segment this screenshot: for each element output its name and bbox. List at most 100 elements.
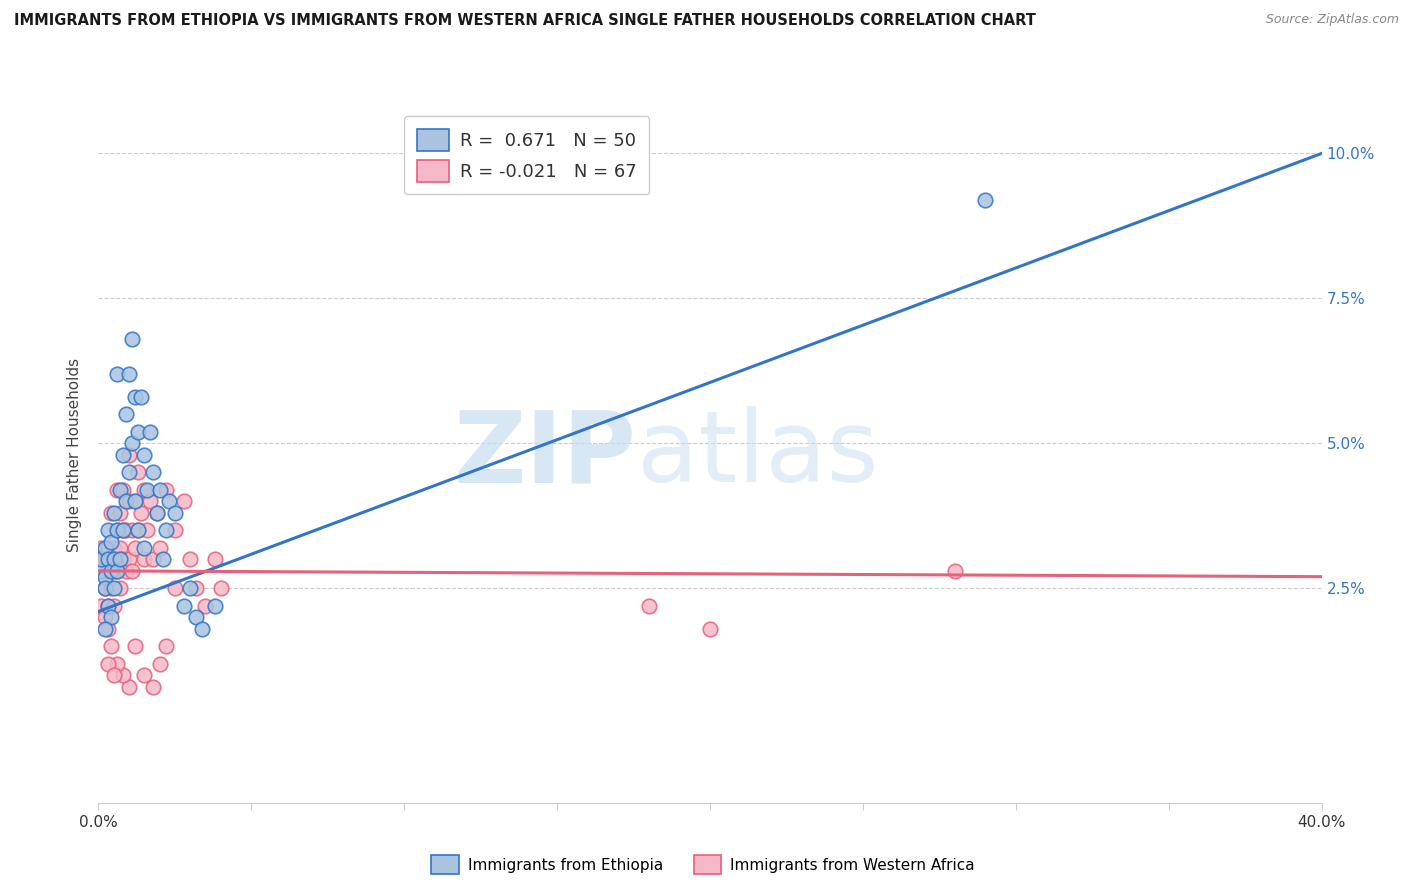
Point [149,483,172,497]
Point [121,436,143,450]
Point [105,564,128,578]
Point [118,466,141,480]
Point [115,523,138,537]
Point [111,523,134,537]
Point [209,582,232,596]
Point [105,523,128,537]
Point [93,622,115,636]
Point [105,564,128,578]
Y-axis label: Single Father Households: Single Father Households [67,358,83,552]
Point [974,193,997,207]
Point [134,552,156,566]
Point [186,582,208,596]
Point [179,552,201,566]
Text: ZIP: ZIP [454,407,637,503]
Point [90,552,112,566]
Point [100,582,122,596]
Point [943,564,966,578]
Point [127,425,149,439]
Point [194,599,217,613]
Point [111,483,134,497]
Point [103,564,125,578]
Point [93,552,115,566]
Point [118,680,141,694]
Point [103,541,125,555]
Point [111,448,134,462]
Point [100,534,122,549]
Point [173,494,195,508]
Point [145,506,167,520]
Point [155,483,177,497]
Point [105,367,128,381]
Point [103,668,125,682]
Point [108,541,131,555]
Point [100,552,122,566]
Point [637,599,661,613]
Point [100,564,122,578]
Point [100,610,122,624]
Point [134,541,156,555]
Point [97,599,120,613]
Point [136,483,159,497]
Point [142,680,165,694]
Point [121,523,143,537]
Point [115,494,138,508]
Point [127,466,149,480]
Point [115,564,138,578]
Point [105,523,128,537]
Point [134,448,156,462]
Point [93,582,115,596]
Point [118,448,141,462]
Point [93,541,115,555]
Text: IMMIGRANTS FROM ETHIOPIA VS IMMIGRANTS FROM WESTERN AFRICA SINGLE FATHER HOUSEHO: IMMIGRANTS FROM ETHIOPIA VS IMMIGRANTS F… [14,13,1036,29]
Point [127,523,149,537]
Point [157,494,180,508]
Point [149,541,172,555]
Point [108,582,131,596]
Text: atlas: atlas [637,407,879,503]
Point [127,523,149,537]
Point [145,506,167,520]
Point [108,552,131,566]
Point [129,390,152,404]
Point [163,523,186,537]
Point [118,367,141,381]
Legend: R =  0.671   N = 50, R = -0.021   N = 67: R = 0.671 N = 50, R = -0.021 N = 67 [404,116,650,194]
Point [108,506,131,520]
Point [97,541,120,555]
Point [93,570,115,584]
Point [124,390,146,404]
Point [93,610,115,624]
Point [90,599,112,613]
Point [163,582,186,596]
Point [90,564,112,578]
Point [90,541,112,555]
Point [699,622,721,636]
Point [155,523,177,537]
Point [124,541,146,555]
Point [191,622,214,636]
Point [134,668,156,682]
Point [97,552,120,566]
Point [97,564,120,578]
Point [155,639,177,653]
Legend: Immigrants from Ethiopia, Immigrants from Western Africa: Immigrants from Ethiopia, Immigrants fro… [425,849,981,880]
Text: Source: ZipAtlas.com: Source: ZipAtlas.com [1265,13,1399,27]
Point [139,494,162,508]
Point [149,657,172,671]
Point [90,564,112,578]
Point [129,506,152,520]
Point [139,425,162,439]
Point [103,599,125,613]
Point [179,582,201,596]
Point [108,483,131,497]
Point [118,494,141,508]
Point [111,523,134,537]
Point [204,599,226,613]
Point [93,582,115,596]
Point [97,657,120,671]
Point [204,552,226,566]
Point [100,639,122,653]
Point [100,506,122,520]
Point [103,552,125,566]
